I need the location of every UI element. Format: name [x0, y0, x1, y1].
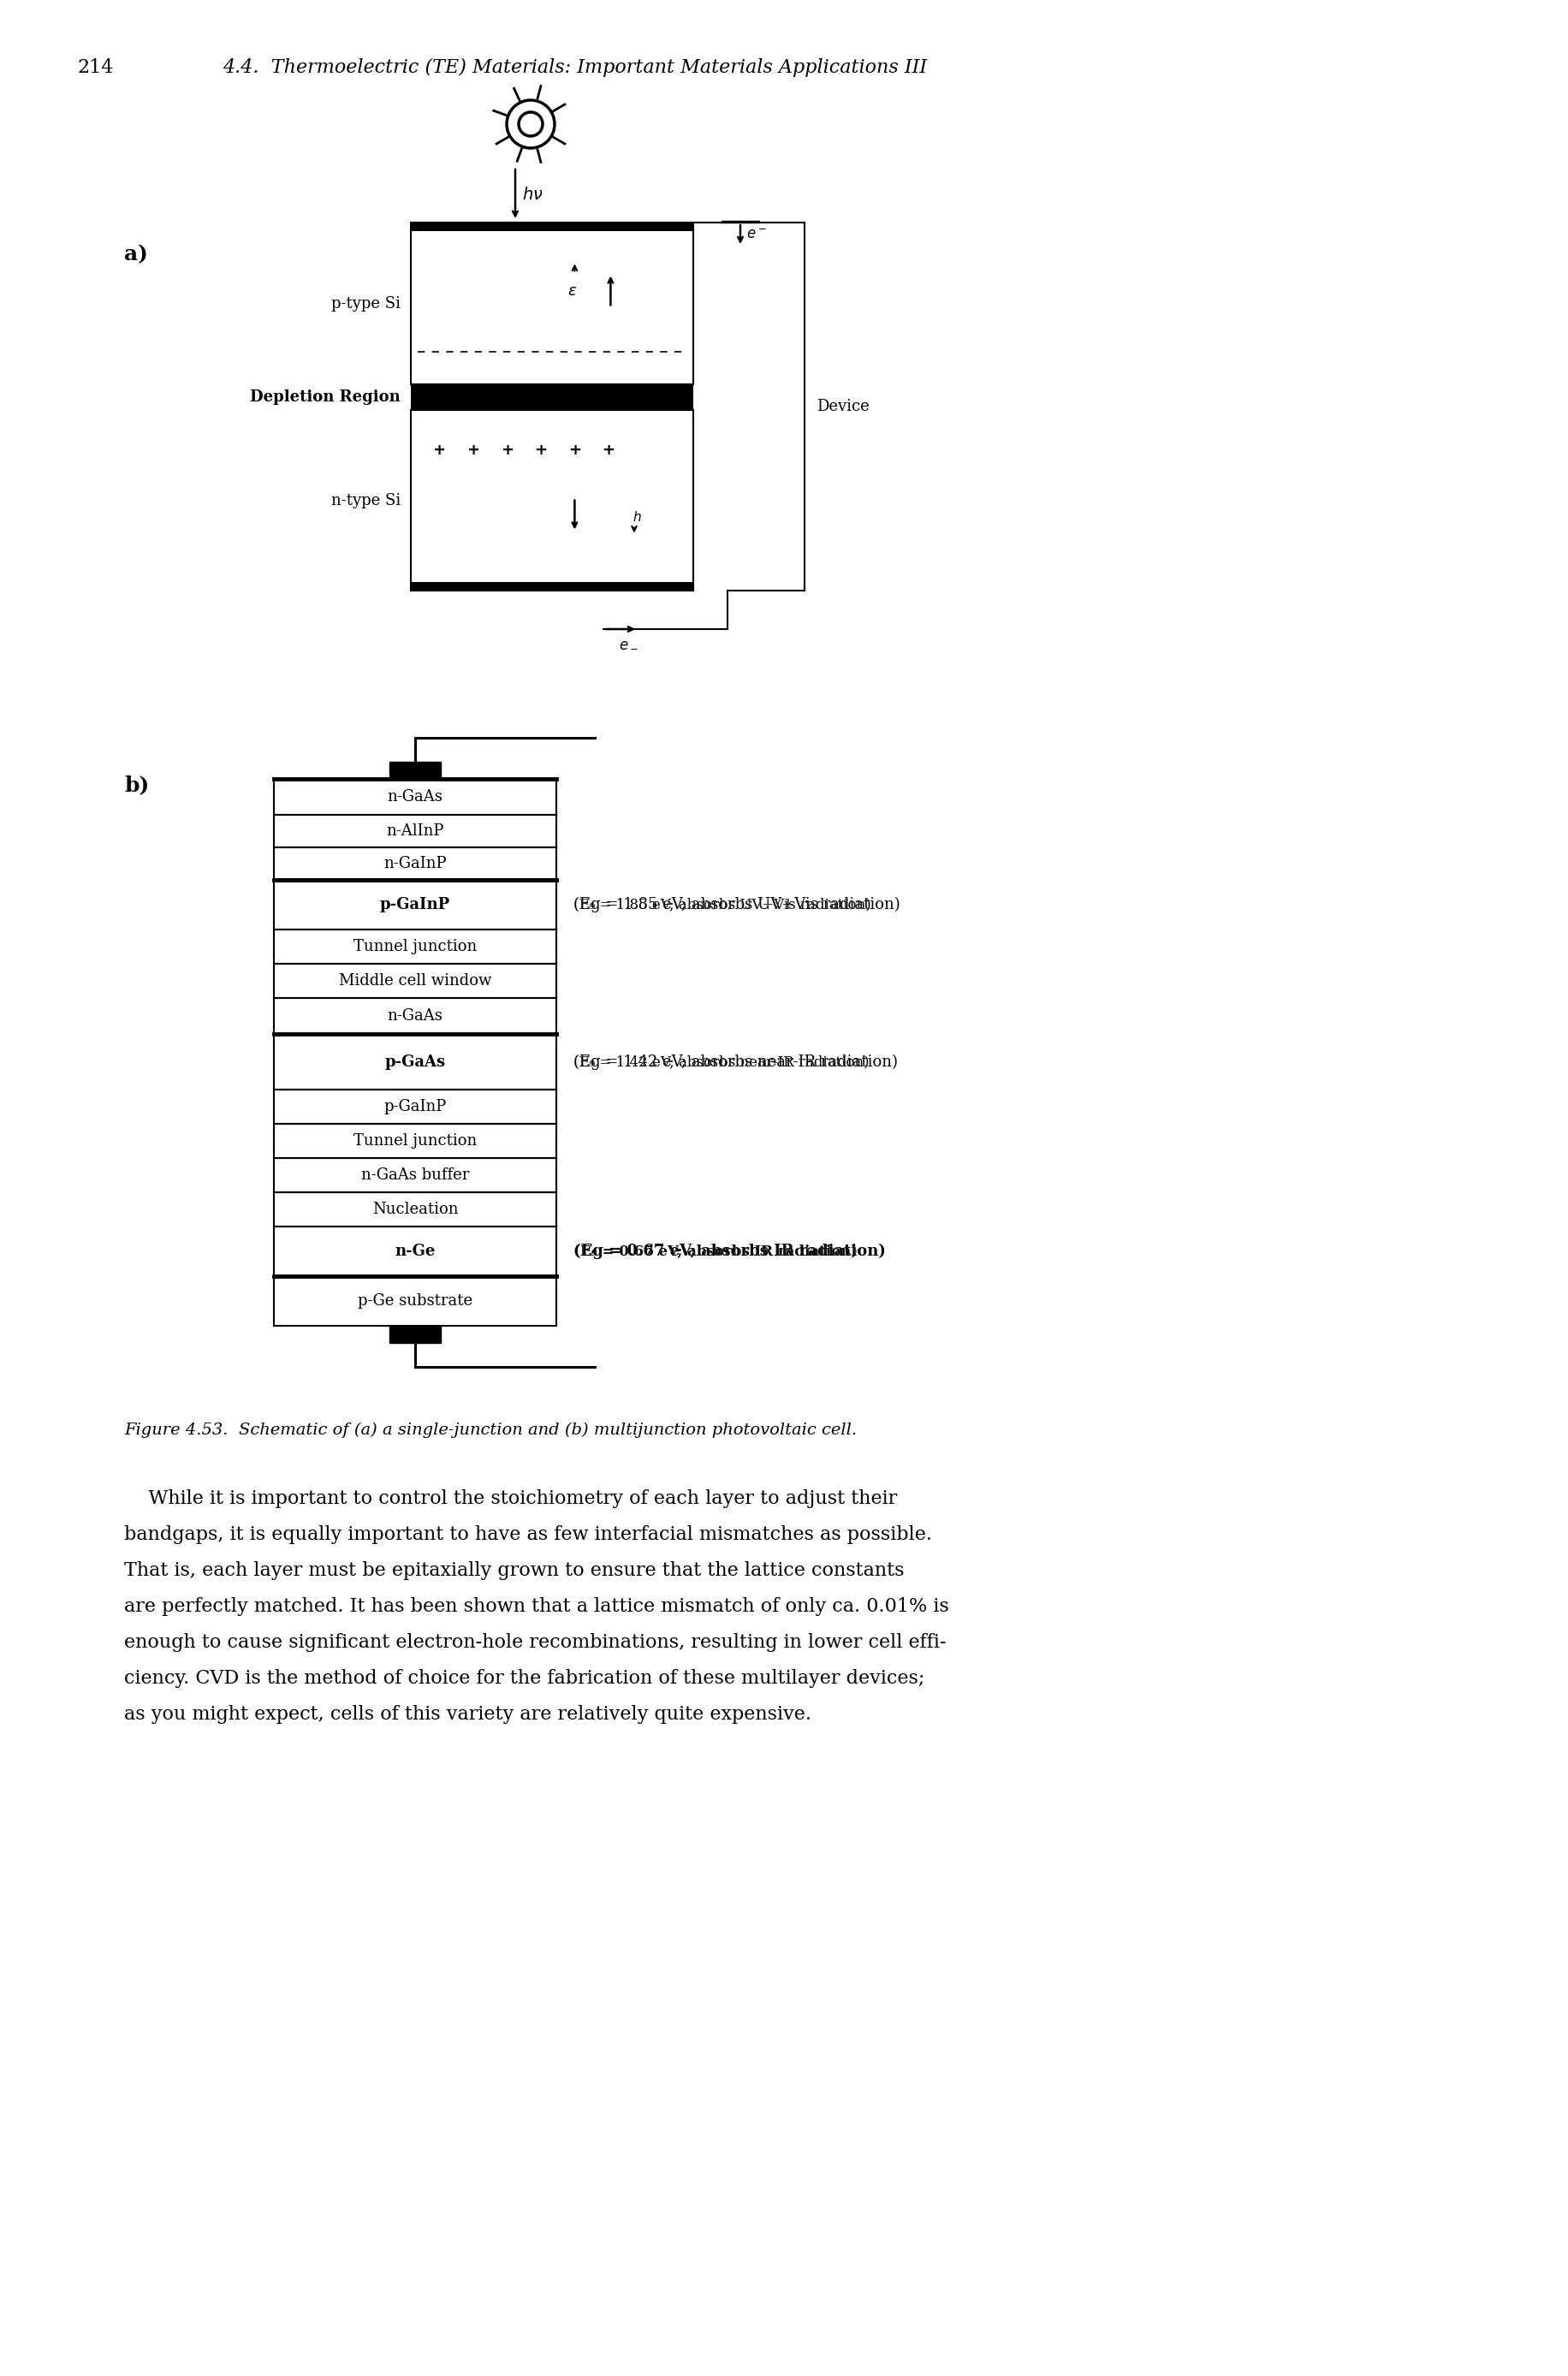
Text: p-GaAs: p-GaAs: [384, 1055, 445, 1069]
Bar: [274, 815, 557, 848]
Bar: [274, 1034, 557, 1091]
Text: $e^-$: $e^-$: [746, 228, 767, 242]
Text: p-GaInP: p-GaInP: [379, 898, 450, 912]
Text: +: +: [433, 442, 445, 459]
Text: p-Ge substrate: p-Ge substrate: [358, 1293, 472, 1309]
Text: Tunnel junction: Tunnel junction: [353, 1133, 477, 1148]
Bar: [274, 848, 557, 879]
Text: n-GaInP: n-GaInP: [384, 855, 447, 872]
Text: +: +: [466, 442, 480, 459]
Text: bandgaps, it is equally important to have as few interfacial mismatches as possi: bandgaps, it is equally important to hav…: [124, 1525, 931, 1544]
Text: (Eg = 1.85 eV; absorbs UV+Vis radiation): (Eg = 1.85 eV; absorbs UV+Vis radiation): [574, 896, 900, 912]
Bar: [274, 1157, 557, 1193]
Bar: [274, 1226, 557, 1276]
Bar: [274, 1193, 557, 1226]
Bar: [411, 223, 693, 385]
Text: (E₉ = 0.67 eV; absorbs IR radiation): (E₉ = 0.67 eV; absorbs IR radiation): [574, 1245, 858, 1259]
Text: $h\nu$: $h\nu$: [522, 188, 543, 202]
Text: a): a): [124, 245, 147, 264]
Text: $h$: $h$: [632, 511, 641, 523]
Bar: [411, 223, 693, 230]
Text: as you might expect, cells of this variety are relatively quite expensive.: as you might expect, cells of this varie…: [124, 1706, 811, 1725]
Text: (E₉ = 1.85 eV; absorbs UV+Vis radiation): (E₉ = 1.85 eV; absorbs UV+Vis radiation): [574, 898, 870, 912]
Text: p-type Si: p-type Si: [331, 295, 400, 311]
Text: (Eg = 1.42 eV; absorbs near-IR radiation): (Eg = 1.42 eV; absorbs near-IR radiation…: [574, 1055, 897, 1069]
Bar: [274, 929, 557, 965]
Text: +: +: [602, 442, 615, 459]
Text: n-Ge: n-Ge: [395, 1243, 436, 1259]
Bar: [274, 779, 557, 815]
Text: (Eg = 0.67 eV; absorbs IR radiation): (Eg = 0.67 eV; absorbs IR radiation): [574, 1243, 886, 1259]
Bar: [389, 763, 441, 779]
Text: p-GaInP: p-GaInP: [384, 1100, 447, 1114]
Text: 4.4.  Thermoelectric (TE) Materials: Important Materials Applications III: 4.4. Thermoelectric (TE) Materials: Impo…: [223, 57, 927, 76]
Text: +: +: [535, 442, 547, 459]
Bar: [411, 582, 693, 592]
Text: enough to cause significant electron-hole recombinations, resulting in lower cel: enough to cause significant electron-hol…: [124, 1632, 946, 1651]
Text: Middle cell window: Middle cell window: [339, 974, 491, 988]
Bar: [411, 385, 693, 411]
Text: That is, each layer must be epitaxially grown to ensure that the lattice constan: That is, each layer must be epitaxially …: [124, 1561, 903, 1580]
Text: Figure 4.53.  Schematic of (a) a single-junction and (b) multijunction photovolt: Figure 4.53. Schematic of (a) a single-j…: [124, 1423, 856, 1437]
Bar: [274, 998, 557, 1034]
Bar: [411, 411, 693, 592]
Text: (Eg = 1.85 eV; absorbs UV+Vis radiation): (Eg = 1.85 eV; absorbs UV+Vis radiation): [574, 896, 900, 912]
Text: n-GaAs: n-GaAs: [387, 1007, 442, 1024]
Text: $\varepsilon$: $\varepsilon$: [568, 283, 577, 299]
Bar: [274, 965, 557, 998]
Text: are perfectly matched. It has been shown that a lattice mismatch of only ca. 0.0: are perfectly matched. It has been shown…: [124, 1597, 949, 1616]
Text: (Eg = 1.42 eV; absorbs near-IR radiation): (Eg = 1.42 eV; absorbs near-IR radiation…: [574, 1055, 897, 1069]
Text: Device: Device: [815, 399, 869, 413]
Text: b): b): [124, 775, 149, 796]
Text: (E₉ = 1.42 eV; absorbs near-IR radiation): (E₉ = 1.42 eV; absorbs near-IR radiation…: [574, 1055, 869, 1069]
Text: n-AlInP: n-AlInP: [386, 824, 444, 839]
Text: +: +: [568, 442, 580, 459]
Text: Nucleation: Nucleation: [372, 1202, 458, 1217]
Bar: [274, 1124, 557, 1157]
Text: Tunnel junction: Tunnel junction: [353, 939, 477, 955]
Text: While it is important to control the stoichiometry of each layer to adjust their: While it is important to control the sto…: [124, 1490, 897, 1509]
Text: 214: 214: [77, 57, 113, 76]
Text: (Eg = 0.67 eV; absorbs IR radiation): (Eg = 0.67 eV; absorbs IR radiation): [574, 1243, 886, 1259]
Bar: [389, 1326, 441, 1342]
Bar: [274, 1276, 557, 1326]
Text: +: +: [500, 442, 513, 459]
Text: $e_-$: $e_-$: [618, 634, 638, 651]
Bar: [274, 879, 557, 929]
Text: Depletion Region: Depletion Region: [249, 390, 400, 404]
Bar: [274, 1091, 557, 1124]
Text: ciency. CVD is the method of choice for the fabrication of these multilayer devi: ciency. CVD is the method of choice for …: [124, 1668, 924, 1687]
Text: n-GaAs buffer: n-GaAs buffer: [361, 1167, 469, 1183]
Text: n-GaAs: n-GaAs: [387, 789, 442, 805]
Text: n-type Si: n-type Si: [331, 492, 400, 508]
